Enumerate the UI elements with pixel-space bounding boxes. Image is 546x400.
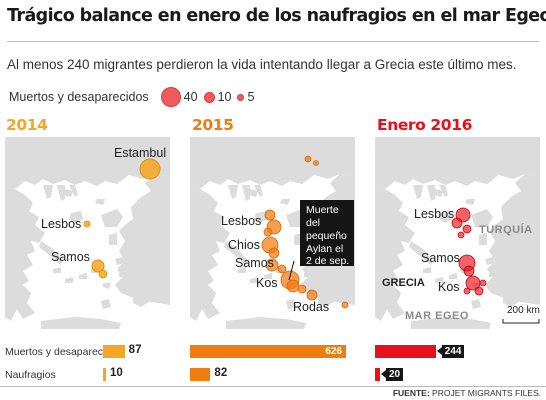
marker-samos-2 [98, 269, 108, 279]
value-naufragios-2014: 10 [110, 367, 123, 379]
callout-line-2: del [306, 217, 320, 229]
marker-2015-samos-1 [265, 258, 279, 272]
scale-bar: 200 km [502, 305, 540, 324]
title-divider [7, 41, 539, 42]
size-legend: Muertos y desaparecidos 40 10 5 [9, 86, 260, 108]
value-naufragios-2015: 82 [214, 367, 228, 379]
label-rodas: Rodas [293, 300, 329, 314]
label-samos: Samos [51, 250, 90, 264]
legend-value-10: 10 [217, 90, 232, 104]
label-lesbos: Lesbos [41, 217, 81, 231]
footer-divider [0, 386, 546, 387]
marker-2015-kos-3 [297, 284, 307, 294]
label-samos-2016: Samos [421, 251, 460, 265]
legend-circle-40 [160, 87, 181, 107]
marker-2016-lesbos-4 [457, 231, 465, 239]
marker-lesbos [83, 220, 91, 228]
legend-value-40: 40 [183, 90, 198, 104]
label-kos: Kos [256, 276, 278, 290]
legend-item-5: 5 [237, 90, 254, 104]
marker-2016-kos-3 [463, 287, 471, 295]
source-label: FUENTE: [392, 388, 430, 398]
bar-muertos-2016 [375, 345, 436, 358]
aylan-callout: Muerte del pequeño Aylan el 2 de sep. [288, 200, 354, 281]
bar-naufragios-2015 [190, 368, 211, 381]
panel-title-2014: 2014 [6, 116, 48, 134]
value-muertos-2014: 87 [128, 344, 142, 356]
stat-label-muertos: Muertos y desaparecidos [5, 346, 123, 358]
map-2014: Estambul Lesbos Samos [5, 137, 170, 329]
label-lesbos-2015: Lesbos [221, 214, 261, 228]
label-chios: Chios [228, 238, 260, 252]
marker-2015-lesbos-1 [264, 209, 276, 221]
legend-item-10: 10 [203, 90, 232, 104]
label-lesbos-2016: Lesbos [414, 207, 454, 221]
label-turquia: TURQUÍA [479, 223, 533, 236]
legend-circle-5 [237, 93, 245, 101]
marker-2015-lesbos-3 [263, 227, 273, 237]
source-text: PROJET MIGRANTS FILES. [432, 388, 541, 398]
panel-title-2016: Enero 2016 [377, 116, 472, 134]
legend-label: Muertos y desaparecidos [9, 90, 149, 104]
value-muertos-2016: 244 [436, 345, 465, 358]
marker-samos [91, 259, 105, 273]
marker-2015-rodas-2 [341, 301, 349, 309]
marker-2015-north-2 [313, 160, 319, 166]
label-estambul: Estambul [114, 146, 166, 160]
label-grecia: GRECIA [382, 277, 425, 289]
callout-line-1: Muerte [306, 204, 339, 216]
bar-naufragios-2016 [375, 368, 380, 381]
page-title: Trágico balance en enero de los naufragi… [7, 6, 546, 26]
stat-label-naufragios: Naufragios [5, 369, 56, 381]
callout-line-5: 2 de sep. [306, 255, 349, 267]
marker-2015-kos-2 [286, 279, 300, 293]
callout-line-4: Aylan el [306, 243, 343, 255]
scale-label: 200 km [507, 305, 540, 316]
panel-title-2015: 2015 [192, 116, 234, 134]
source-credit: FUENTE: PROJET MIGRANTS FILES. [393, 388, 541, 398]
marker-2016-lesbos-3 [462, 224, 472, 234]
legend-item-40: 40 [160, 87, 198, 107]
marker-2016-kos-2 [474, 286, 484, 296]
map-2016: Lesbos Samos Kos TURQUÍA GRECIA MAR EGEO… [375, 137, 540, 329]
legend-value-5: 5 [247, 90, 255, 104]
label-kos-2016: Kos [438, 280, 460, 294]
map-2015: Lesbos Chios Samos Kos Rodas Muerte del … [190, 137, 355, 329]
marker-2015-samos-2 [277, 264, 287, 274]
callout-line-3: pequeño [306, 230, 347, 242]
marker-2016-kos-4 [479, 279, 487, 287]
marker-2015-chios-2 [268, 247, 280, 259]
label-samos-2015: Samos [235, 256, 274, 270]
bar-muertos-2014 [103, 345, 125, 358]
bar-muertos-2015 [190, 345, 346, 358]
value-muertos-2015: 626 [325, 346, 342, 357]
legend-circle-10 [203, 91, 215, 103]
bar-naufragios-2014 [103, 368, 106, 381]
marker-2015-rodas-1 [306, 289, 318, 301]
marker-estambul [139, 158, 161, 180]
subtitle: Al menos 240 migrantes perdieron la vida… [7, 57, 517, 72]
marker-2016-lesbos-2 [451, 217, 463, 229]
value-naufragios-2016: 20 [380, 368, 404, 381]
marker-2016-samos-2 [463, 265, 475, 277]
marker-2015-north-1 [304, 155, 312, 163]
label-mar-egeo: MAR EGEO [405, 310, 469, 322]
